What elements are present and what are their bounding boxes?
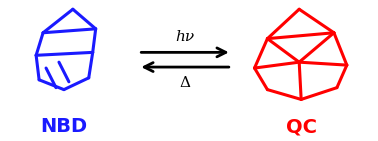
Text: QC: QC [286, 117, 317, 136]
Text: hν: hν [175, 30, 195, 44]
Text: Δ: Δ [180, 76, 191, 90]
Text: NBD: NBD [40, 117, 87, 136]
